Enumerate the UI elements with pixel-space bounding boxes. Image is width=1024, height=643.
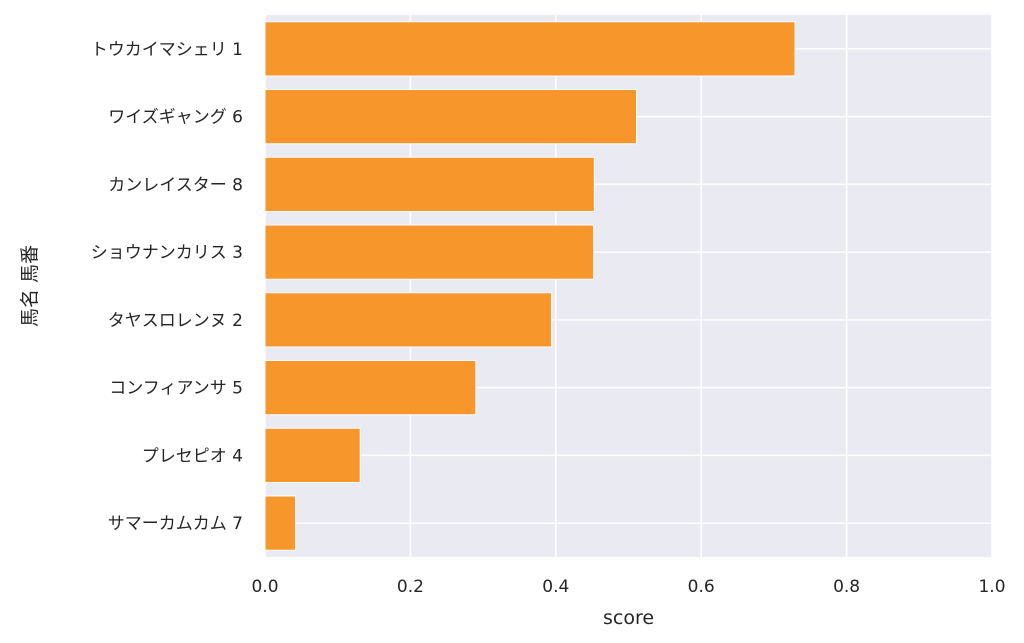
y-tick-labels: トウカイマシェリ 1 ワイズギャング 6 カンレイスター 8 ショウナンカリス 3 タヤ… (91, 40, 243, 534)
x-axis-title: score (603, 607, 654, 629)
x-tick-label: 0.4 (542, 577, 569, 597)
bar (264, 360, 477, 416)
y-tick-label: カンレイスター 8 (108, 175, 243, 195)
y-tick-label: トウカイマシェリ 1 (91, 40, 243, 60)
y-tick-label: サマーカムカム 7 (108, 514, 243, 534)
x-tick-label: 0.6 (688, 577, 715, 597)
x-tick-label: 1.0 (978, 577, 1005, 597)
bar (264, 21, 796, 77)
bars (264, 21, 796, 551)
x-tick-label: 0.2 (397, 577, 424, 597)
y-tick-label: ショウナンカリス 3 (91, 243, 243, 263)
bar (264, 427, 361, 483)
y-tick-label: コンフィアンサ 5 (109, 379, 243, 399)
x-tick-label: 0.8 (833, 577, 860, 597)
bar (264, 224, 595, 280)
bar (264, 292, 552, 348)
bar (264, 89, 637, 145)
y-axis-title: 馬名 馬番 (19, 245, 41, 327)
x-tick-labels: 0.0 0.2 0.4 0.6 0.8 1.0 (251, 577, 1005, 597)
y-tick-label: ワイズギャング 6 (108, 108, 243, 128)
x-tick-label: 0.0 (251, 577, 278, 597)
bar (264, 495, 297, 551)
y-tick-label: タヤスロレンヌ 2 (108, 311, 243, 331)
bar (264, 156, 595, 212)
y-tick-label: プレセピオ 4 (142, 446, 243, 466)
